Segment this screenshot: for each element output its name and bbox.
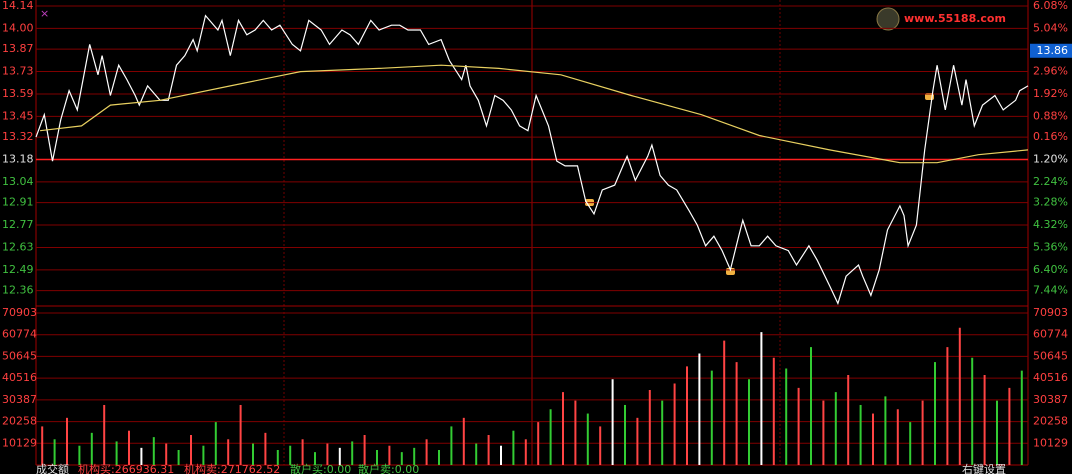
y2-tick-label: 0.16% xyxy=(1033,130,1068,143)
footer-text: 散户卖:0.00 xyxy=(358,462,419,474)
y-tick-label: 13.18 xyxy=(2,152,34,165)
y-tick-label: 14.14 xyxy=(2,0,34,12)
y2-tick-label: 40516 xyxy=(1033,371,1068,384)
y-tick-label: 13.59 xyxy=(2,87,34,100)
y2-tick-label: 20258 xyxy=(1033,415,1068,428)
y2-tick-label: 4.32% xyxy=(1033,218,1068,231)
y-tick-label: 10129 xyxy=(2,436,37,449)
price-line xyxy=(40,64,1029,164)
y2-tick-label: 1.20% xyxy=(1033,152,1068,165)
y2-tick-label: 1.92% xyxy=(1033,87,1068,100)
y-tick-label: 14.00 xyxy=(2,21,34,34)
y2-tick-label: 7.44% xyxy=(1033,284,1068,297)
footer-text: 散户买:0.00 xyxy=(290,462,351,474)
y2-tick-label: 0.88% xyxy=(1033,109,1068,122)
y-tick-label: 12.36 xyxy=(2,284,34,297)
y2-tick-label: 10129 xyxy=(1033,436,1068,449)
y2-tick-label: 5.04% xyxy=(1033,21,1068,34)
y-tick-label: 50645 xyxy=(2,349,37,362)
y-tick-label: 13.32 xyxy=(2,130,34,143)
y2-tick-label: 5.36% xyxy=(1033,240,1068,253)
y-tick-label: 40516 xyxy=(2,371,37,384)
logo-text: www.55188.com xyxy=(904,12,1006,25)
y-tick-label: 12.77 xyxy=(2,218,34,231)
close-icon[interactable]: × xyxy=(40,7,49,20)
logo: www.55188.com xyxy=(876,7,1006,31)
y-tick-label: 12.91 xyxy=(2,196,34,209)
y2-tick-label: 50645 xyxy=(1033,349,1068,362)
last-price-box xyxy=(1030,43,1072,58)
footer-text: 成交额 xyxy=(36,462,69,474)
y-tick-label: 13.45 xyxy=(2,109,34,122)
logo-icon xyxy=(876,7,900,31)
y-tick-label: 20258 xyxy=(2,415,37,428)
y-tick-label: 60774 xyxy=(2,328,37,341)
y-tick-label: 12.49 xyxy=(2,263,34,276)
footer-text: 机构卖:271762.52 xyxy=(184,462,280,474)
footer-settings: 右键设置 xyxy=(962,462,1006,474)
y-tick-label: 13.87 xyxy=(2,42,34,55)
y2-tick-label: 70903 xyxy=(1033,306,1068,319)
y-tick-label: 30387 xyxy=(2,393,37,406)
y-tick-label: 13.04 xyxy=(2,175,34,188)
y2-tick-label: 2.96% xyxy=(1033,65,1068,78)
y-tick-label: 13.73 xyxy=(2,65,34,78)
y2-tick-label: 6.40% xyxy=(1033,263,1068,276)
footer-text: 机构买:266936.31 xyxy=(78,462,174,474)
y2-tick-label: 30387 xyxy=(1033,393,1068,406)
y-tick-label: 70903 xyxy=(2,306,37,319)
y2-tick-label: 2.24% xyxy=(1033,175,1068,188)
y2-tick-label: 3.28% xyxy=(1033,196,1068,209)
price-line xyxy=(35,14,1029,306)
y-tick-label: 12.63 xyxy=(2,240,34,253)
y2-tick-label: 60774 xyxy=(1033,328,1068,341)
last-price-label: 13.86 xyxy=(1037,44,1069,57)
y2-tick-label: 6.08% xyxy=(1033,0,1068,12)
